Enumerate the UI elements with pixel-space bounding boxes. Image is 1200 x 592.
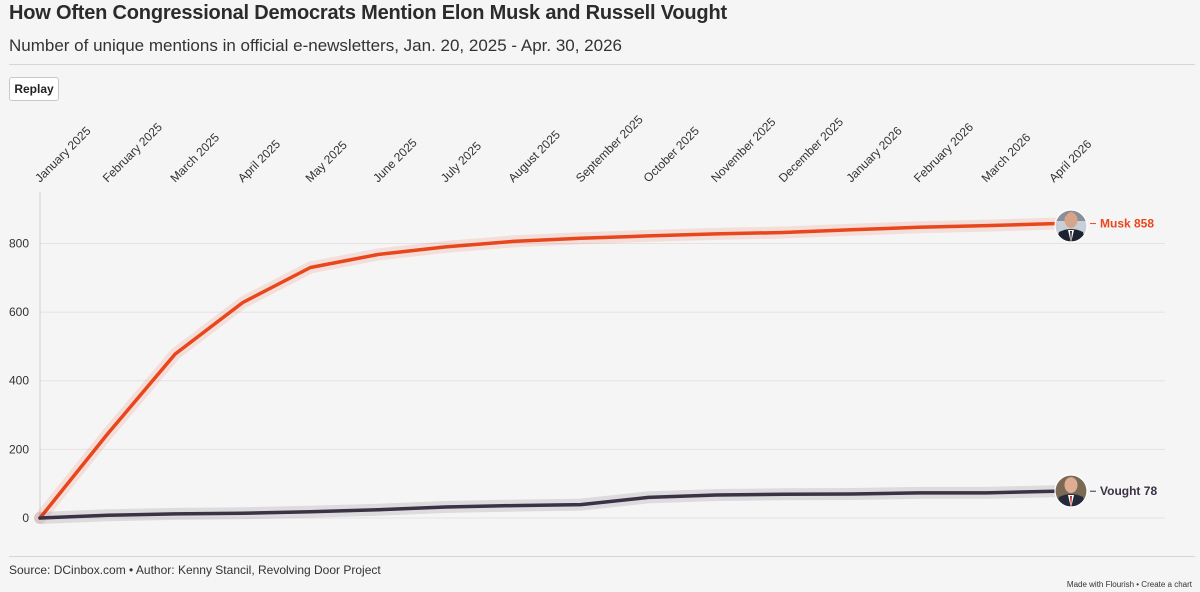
end-label-musk: Musk 858: [1100, 217, 1154, 231]
y-tick-label: 400: [9, 374, 29, 388]
page-subtitle: Number of unique mentions in official e-…: [9, 36, 622, 55]
vought-avatar: [1054, 474, 1088, 508]
series-vought-line: [38, 489, 1056, 520]
page-title: How Often Congressional Democrats Mentio…: [9, 2, 727, 24]
end-labels: Musk 858 Vought 78: [1090, 217, 1157, 498]
y-tick-label: 800: [9, 236, 29, 250]
y-tick-label: 600: [9, 305, 29, 319]
y-axis: 0 200 400 600 800: [9, 192, 41, 525]
replay-button[interactable]: Replay: [9, 77, 59, 101]
x-tick-label: January 2026: [843, 124, 905, 186]
x-tick-label: October 2025: [641, 124, 703, 186]
series-musk-halo: [34, 217, 1060, 524]
x-tick-label: January 2025: [32, 124, 94, 186]
x-tick-label: April 2026: [1046, 137, 1094, 185]
y-tick-label: 200: [9, 442, 29, 456]
series-lines: [34, 217, 1060, 524]
x-tick-label: May 2025: [303, 138, 350, 185]
x-tick-label: August 2025: [505, 127, 563, 185]
musk-avatar: [1054, 209, 1088, 243]
x-axis: January 2025 February 2025 March 2025 April…: [32, 112, 1094, 185]
x-tick-label: March 2026: [979, 130, 1034, 185]
x-tick-label: September 2025: [573, 112, 646, 185]
x-tick-label: February 2026: [911, 120, 976, 185]
x-tick-label: February 2025: [100, 120, 165, 185]
create-chart-link[interactable]: Create a chart: [1141, 580, 1192, 589]
header-divider: [9, 64, 1195, 65]
grid: [40, 242, 1165, 519]
source-note: Source: DCinbox.com • Author: Kenny Stan…: [9, 563, 381, 577]
x-tick-label: June 2025: [370, 135, 420, 185]
series-musk-line: [38, 221, 1056, 520]
x-tick-label: April 2025: [235, 137, 283, 185]
x-tick-label: March 2025: [167, 130, 222, 185]
x-tick-label: December 2025: [776, 115, 847, 186]
x-tick-label: July 2025: [438, 139, 484, 185]
credit-separator: •: [1134, 580, 1142, 589]
end-label-vought: Vought 78: [1100, 484, 1157, 498]
made-with-flourish-link[interactable]: Made with Flourish: [1066, 580, 1135, 589]
flourish-credit: Made with Flourish • Create a chart: [1067, 580, 1192, 589]
x-tick-label: November 2025: [708, 115, 779, 186]
footer-divider: [9, 556, 1195, 557]
y-tick-label: 0: [22, 511, 29, 525]
